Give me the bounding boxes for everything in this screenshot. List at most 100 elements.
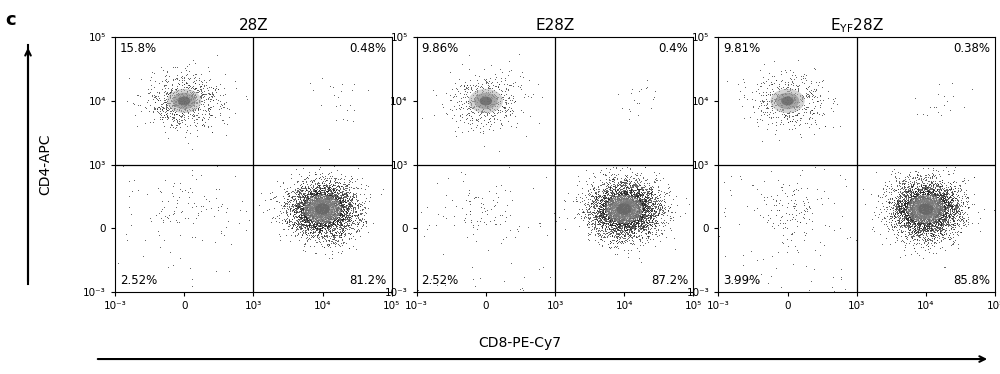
Point [149, 89, 165, 95]
Point [157, 85, 173, 91]
Point [284, 201, 300, 207]
Point [335, 191, 351, 197]
Point [309, 217, 325, 223]
Point [927, 188, 943, 194]
Point [179, 88, 195, 94]
Point [623, 178, 639, 184]
Point [927, 201, 943, 207]
Point [775, 220, 791, 226]
Point [636, 211, 652, 217]
Point [638, 201, 654, 207]
Point [920, 221, 936, 227]
Point [337, 181, 353, 187]
Point [299, 209, 315, 215]
Point [595, 207, 611, 213]
Point [336, 222, 352, 228]
Point [617, 219, 633, 225]
Point [305, 202, 321, 208]
Point [891, 180, 907, 186]
Point [642, 203, 658, 209]
Point [571, 211, 587, 217]
Point [931, 203, 947, 209]
Point [631, 255, 647, 261]
Point [934, 202, 950, 208]
Point [639, 180, 655, 186]
Point [317, 203, 333, 209]
Point [308, 227, 324, 233]
Point [878, 188, 894, 194]
Point [623, 194, 639, 200]
Point [294, 193, 310, 199]
Point [591, 232, 607, 238]
Point [614, 206, 630, 212]
Point [624, 213, 640, 219]
Point [302, 217, 318, 223]
Point [903, 183, 919, 188]
Point [897, 199, 913, 205]
Point [352, 211, 368, 217]
Point [483, 97, 499, 103]
Point [287, 193, 303, 199]
Point [607, 198, 623, 204]
Point [288, 188, 304, 194]
Point [929, 187, 945, 193]
Point [462, 82, 478, 88]
Point [942, 183, 958, 189]
Point [933, 220, 949, 226]
Point [866, 209, 882, 215]
Point [923, 211, 939, 217]
Point [937, 216, 953, 222]
Point [613, 200, 629, 206]
Point [623, 220, 639, 226]
Point [636, 200, 652, 206]
Point [459, 89, 475, 95]
Point [717, 214, 733, 220]
Point [923, 208, 939, 214]
Point [297, 199, 313, 205]
Point [791, 102, 807, 108]
Point [941, 215, 957, 221]
Point [634, 186, 650, 192]
Point [956, 219, 972, 225]
Point [307, 229, 323, 235]
Point [897, 184, 913, 190]
Point [927, 206, 943, 212]
Point [319, 204, 335, 210]
Point [339, 205, 355, 211]
Point [912, 197, 928, 203]
Point [636, 194, 652, 200]
Point [900, 226, 916, 232]
Point [912, 197, 928, 203]
Point [311, 211, 327, 217]
Point [934, 202, 950, 208]
Point [903, 218, 919, 224]
Point [943, 226, 959, 232]
Point [341, 202, 357, 208]
Point [642, 207, 658, 213]
Point [305, 232, 321, 238]
Point [612, 202, 628, 208]
Point [630, 197, 646, 203]
Point [937, 211, 953, 217]
Point [925, 186, 941, 192]
Point [904, 230, 920, 236]
Point [613, 203, 629, 209]
Point [189, 112, 205, 118]
Point [600, 210, 616, 216]
Point [299, 193, 315, 199]
Point [322, 229, 338, 234]
Point [892, 212, 908, 218]
Point [305, 182, 321, 188]
Point [312, 208, 328, 214]
Point [914, 215, 930, 221]
Point [595, 202, 611, 208]
Point [801, 116, 817, 122]
Point [588, 201, 604, 207]
Point [615, 186, 631, 191]
Ellipse shape [469, 89, 503, 113]
Point [922, 230, 938, 236]
Point [927, 193, 943, 199]
Point [304, 206, 320, 212]
Point [950, 245, 966, 251]
Point [127, 113, 143, 119]
